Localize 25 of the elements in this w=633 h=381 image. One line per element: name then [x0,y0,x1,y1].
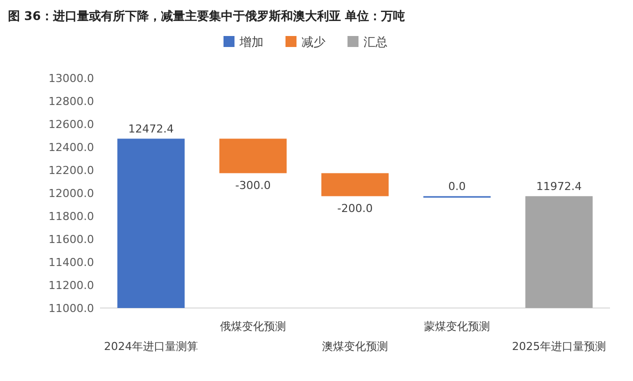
y-tick-label: 13000.0 [48,72,94,85]
y-tick-label: 11400.0 [48,256,94,269]
x-tick-label: 2025年进口量预测 [512,340,606,353]
y-tick-label: 11800.0 [48,210,94,223]
y-tick-label: 12800.0 [48,95,94,108]
data-label: -200.0 [337,202,373,216]
chart-title: 图 36：进口量或有所下降，减量主要集中于俄罗斯和澳大利亚 单位：万吨 [8,9,406,23]
x-tick-label: 澳煤变化预测 [322,340,388,353]
x-tick-label: 2024年进口量测算 [104,340,198,353]
data-label: 0.0 [448,180,466,194]
x-tick-label: 蒙煤变化预测 [424,320,490,333]
legend-label: 减少 [302,35,326,49]
y-tick-label: 12000.0 [48,187,94,200]
data-label: 11972.4 [536,180,582,194]
y-tick-label: 12400.0 [48,141,94,154]
y-tick-label: 11200.0 [48,279,94,292]
y-tick-label: 12600.0 [48,118,94,131]
data-label: -300.0 [235,179,271,192]
y-tick-label: 11600.0 [48,233,94,246]
x-tick-label: 俄煤变化预测 [220,320,286,333]
data-label: 12472.4 [128,122,174,136]
legend-label: 增加 [238,35,264,49]
legend-label: 汇总 [364,35,388,49]
y-tick-label: 11000.0 [48,302,94,315]
y-tick-label: 12200.0 [48,164,94,177]
